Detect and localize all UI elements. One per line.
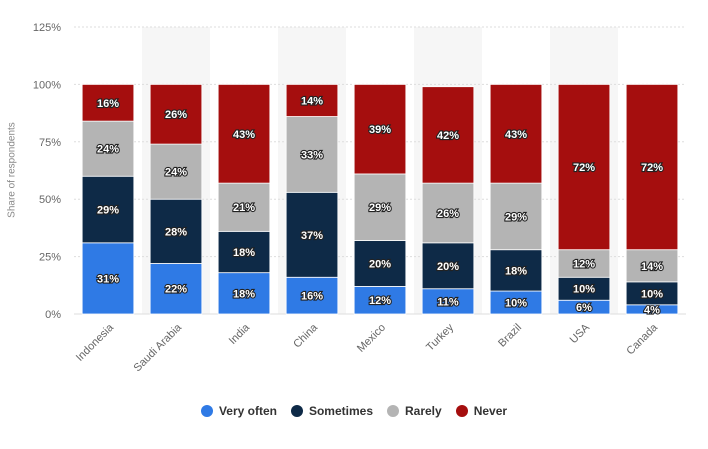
data-label: 26% (165, 109, 187, 121)
bar-segment (353, 84, 407, 175)
data-label: 18% (233, 247, 255, 259)
legend-item[interactable]: Never (455, 404, 508, 418)
bar-segment (285, 276, 339, 315)
data-label: 10% (505, 298, 527, 310)
bar-segment (285, 191, 339, 278)
data-label: 18% (233, 288, 255, 300)
y-tick-label: 25% (39, 252, 61, 264)
data-label: 24% (97, 144, 119, 156)
x-tick-label: Brazil (496, 322, 524, 350)
bar-segment (149, 263, 203, 315)
data-label: 21% (233, 202, 255, 214)
legend-marker (290, 405, 303, 417)
bar-segment (285, 84, 339, 117)
data-label: 37% (301, 230, 323, 242)
data-label: 12% (573, 258, 595, 270)
y-axis-title: Share of respondents (6, 122, 18, 218)
bar-segment (217, 230, 271, 274)
data-label: 16% (97, 98, 119, 110)
legend-marker (200, 405, 213, 417)
data-label: 10% (573, 284, 595, 296)
data-label: 29% (505, 211, 527, 223)
bar-segment (557, 84, 611, 251)
y-tick-label: 75% (39, 137, 61, 149)
bar-segment (285, 116, 339, 193)
data-label: 26% (437, 208, 459, 220)
data-label: 72% (573, 162, 595, 174)
data-label: 14% (641, 261, 663, 273)
legend-item[interactable]: Rarely (387, 404, 442, 418)
data-label: 12% (369, 295, 391, 307)
legend-label: Very often (218, 404, 277, 418)
bar-segment (353, 173, 407, 241)
x-tick-label: Indonesia (74, 321, 117, 364)
y-tick-label: 0% (45, 309, 61, 321)
y-tick-label: 100% (33, 79, 61, 91)
legend: Very often Sometimes Rarely Never (0, 404, 708, 418)
legend-label: Never (473, 404, 508, 418)
data-label: 20% (369, 258, 391, 270)
bar-segment (353, 286, 407, 315)
data-label: 22% (165, 284, 187, 296)
legend-item[interactable]: Very often (200, 404, 277, 418)
data-label: 28% (165, 226, 187, 238)
x-tick-label: Canada (624, 321, 660, 357)
data-label: 31% (97, 273, 119, 285)
bar-segment (421, 86, 475, 184)
data-label: 72% (641, 162, 663, 174)
legend-label: Sometimes (308, 404, 373, 418)
bar-segment (421, 242, 475, 290)
legend-item[interactable]: Sometimes (290, 404, 373, 418)
data-label: 16% (301, 291, 323, 303)
bar-segment (149, 143, 203, 200)
y-tick-label: 50% (39, 194, 61, 206)
x-tick-label: China (291, 321, 320, 350)
data-label: 20% (437, 261, 459, 273)
bar-segment (489, 182, 543, 251)
legend-label: Rarely (405, 404, 442, 418)
x-tick-label: USA (568, 321, 593, 346)
data-label: 4% (644, 304, 660, 316)
bar-segment (625, 84, 679, 251)
bar-segment (421, 182, 475, 244)
bar-segment (217, 84, 271, 184)
bar-segment (217, 272, 271, 315)
legend-marker (455, 405, 468, 417)
bar-segment (489, 84, 543, 184)
x-tick-label: Turkey (424, 321, 456, 353)
y-tick-label: 125% (33, 22, 61, 34)
data-label: 43% (505, 129, 527, 141)
data-label: 6% (576, 302, 592, 314)
data-label: 11% (437, 296, 459, 308)
x-tick-label: India (227, 321, 253, 347)
data-label: 33% (301, 149, 323, 161)
bar-segment (149, 84, 203, 145)
bar-segment (489, 249, 543, 292)
data-label: 10% (641, 288, 663, 300)
bar-segment (353, 240, 407, 287)
data-label: 18% (505, 265, 527, 277)
data-label: 39% (369, 124, 391, 136)
x-tick-label: Saudi Arabia (132, 321, 185, 374)
bar-segment (625, 249, 679, 283)
data-label: 29% (369, 202, 391, 214)
data-label: 42% (437, 130, 459, 142)
bar-segment (217, 182, 271, 232)
data-label: 29% (97, 205, 119, 217)
bar-segment (81, 84, 135, 122)
data-label: 43% (233, 129, 255, 141)
data-label: 24% (165, 167, 187, 179)
x-tick-label: Mexico (355, 322, 388, 355)
legend-marker (387, 405, 399, 417)
data-label: 14% (301, 95, 323, 107)
bar-segment (149, 198, 203, 264)
